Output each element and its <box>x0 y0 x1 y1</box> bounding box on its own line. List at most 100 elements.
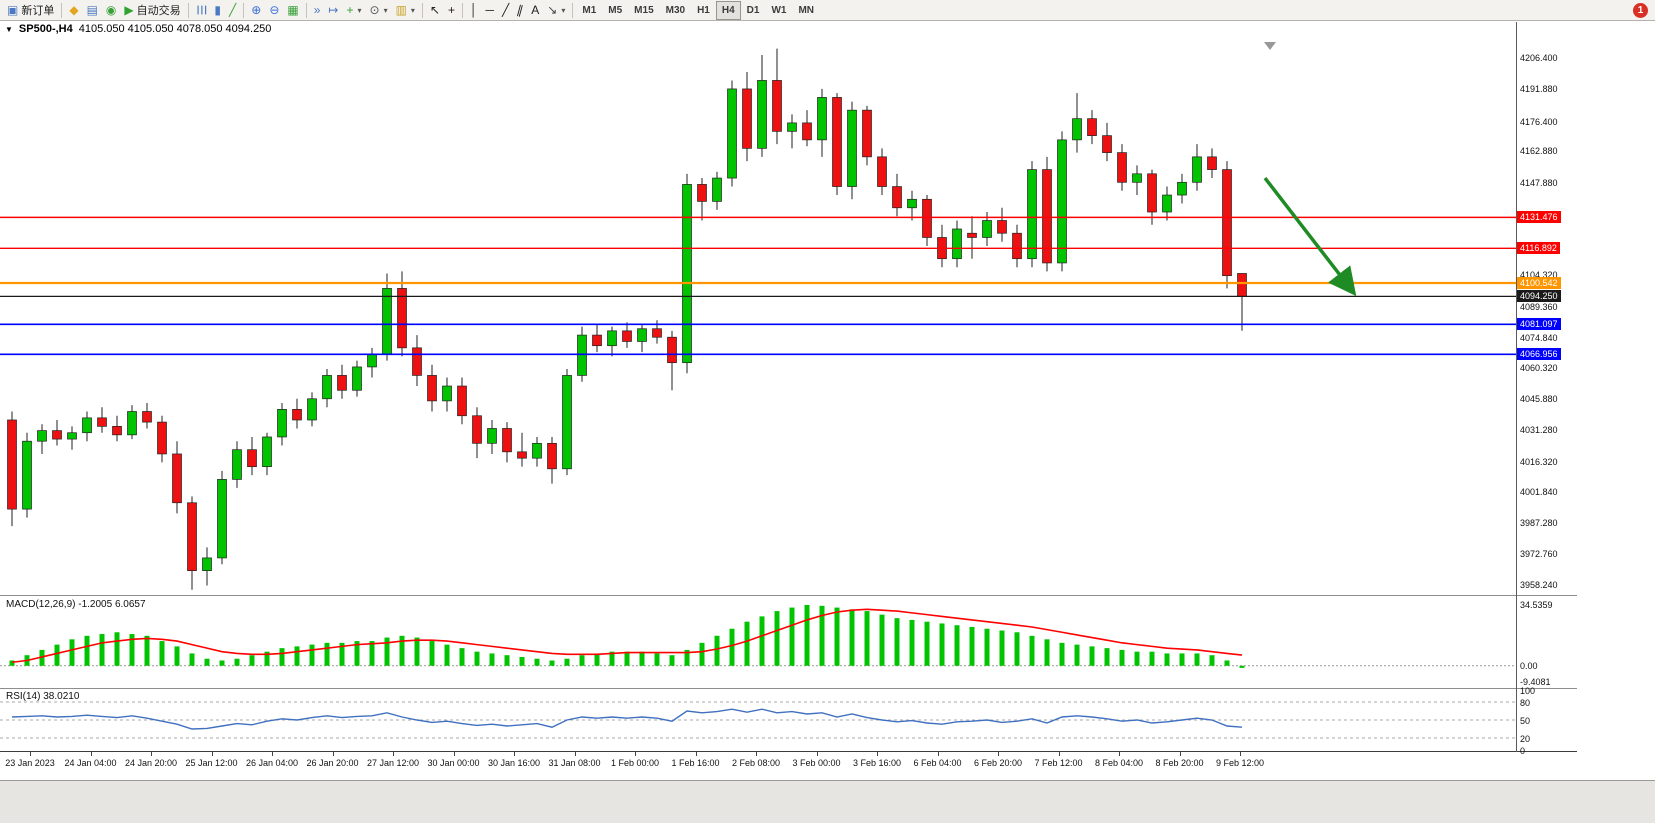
chart-symbol-label: SP500-,H4 <box>18 23 73 35</box>
time-axis-label: 7 Feb 12:00 <box>1034 758 1083 768</box>
tile-windows-icon-glyph: ▦ <box>287 3 299 17</box>
price-axis-label: 4191.880 <box>1520 84 1558 95</box>
time-axis-label: 1 Feb 00:00 <box>610 758 660 768</box>
macd-main-value: -1.2005 <box>78 599 113 610</box>
new-order-button[interactable]: ▣ 新订单 <box>3 1 58 20</box>
caret-down-icon: ▾ <box>410 5 415 15</box>
chart-window[interactable]: ▼ SP500-,H4 4105.050 4105.050 4078.050 4… <box>0 22 1655 780</box>
new-chart-button[interactable]: + ▾ <box>342 1 365 20</box>
crosshair-icon[interactable]: + <box>444 1 459 20</box>
price-line-tag: 4131.476 <box>1517 211 1561 224</box>
time-axis-label: 24 Jan 20:00 <box>124 758 178 768</box>
timeframe-m15-button[interactable]: M15 <box>634 4 654 16</box>
price-axis-label: 4074.840 <box>1520 332 1558 343</box>
collapse-triangle-icon[interactable]: ▼ <box>5 24 13 34</box>
tile-windows-icon[interactable]: ▦ <box>283 1 302 20</box>
toolbar-separator <box>421 2 423 18</box>
arrows-tool-button[interactable]: ↘ ▾ <box>543 1 569 20</box>
equidistant-channel-icon[interactable]: ∥ <box>513 1 527 20</box>
rsi-axis-label: 20 <box>1520 734 1531 744</box>
autotrade-button[interactable]: ▶ 自动交易 <box>120 1 184 20</box>
time-axis-label: 6 Feb 20:00 <box>973 758 1023 768</box>
time-axis-tick <box>1179 752 1181 756</box>
line-chart-icon[interactable]: ╱ <box>225 1 240 20</box>
zoom-out-icon[interactable]: ⊖ <box>265 1 283 20</box>
bars-chart-icon[interactable]: ☰ <box>192 1 211 20</box>
timeframe-m5-button[interactable]: M5 <box>608 4 623 16</box>
time-axis-tick <box>30 752 31 756</box>
caret-down-icon: ▾ <box>383 5 388 15</box>
rsi-line <box>11 708 1243 730</box>
time-axis-tick <box>695 752 697 756</box>
macd-axis-label: 34.5359 <box>1520 599 1553 610</box>
timeframe-mn-button[interactable]: MN <box>798 4 815 16</box>
macd-label: MACD(12,26,9) -1.2005 6.0657 <box>6 599 146 610</box>
zoom-out-icon-glyph: ⊖ <box>269 3 280 17</box>
horizontal-line-icon-glyph: ─ <box>485 3 495 17</box>
time-axis-tick <box>393 752 394 756</box>
data-window-icon[interactable]: ▤ <box>83 1 102 20</box>
arrow-annotation[interactable] <box>1263 176 1357 297</box>
trendline-icon[interactable]: ╱ <box>498 1 513 20</box>
rsi-value: 38.0210 <box>43 691 80 702</box>
timeframe-h1-button[interactable]: H1 <box>697 4 710 16</box>
autotrade-glyph: ▶ <box>124 3 134 17</box>
macd-signal-line <box>11 608 1243 664</box>
candlestick-chart-icon[interactable]: ▮ <box>210 1 225 20</box>
time-axis-label: 31 Jan 08:00 <box>548 758 601 768</box>
timeframe-m30-button[interactable]: M30 <box>665 4 686 16</box>
time-axis-tick <box>332 752 334 756</box>
market-watch-icon[interactable]: ◆ <box>65 1 82 20</box>
arrows-tool-glyph: ↘ <box>547 3 558 17</box>
equidistant-channel-icon-glyph: ∥ <box>515 2 525 18</box>
toolbar-separator <box>305 2 307 18</box>
chart-shift-icon-glyph: ↦ <box>328 3 339 17</box>
time-axis-label: 3 Feb 00:00 <box>792 758 841 768</box>
indicators-button[interactable]: ▥ ▾ <box>392 1 419 20</box>
timeframe-w1-button[interactable]: W1 <box>771 4 787 16</box>
price-axis[interactable]: 4131.476 4116.892 4100.542 4094.250 4081.097… <box>1516 22 1577 756</box>
chart-shift-icon[interactable]: ↦ <box>324 1 342 20</box>
rsi-panel-separator[interactable] <box>0 688 1577 689</box>
vertical-line-icon[interactable]: │ <box>466 1 482 20</box>
toolbar-separator <box>462 2 464 18</box>
market-watch-icon-glyph: ◆ <box>69 3 79 17</box>
main-chart-plot[interactable] <box>0 38 1516 594</box>
price-axis-label: 4089.360 <box>1520 301 1558 312</box>
caret-down-icon: ▾ <box>561 5 566 15</box>
macd-panel[interactable] <box>0 597 1516 688</box>
rsi-panel[interactable] <box>0 690 1516 750</box>
horizontal-line-icon[interactable]: ─ <box>482 1 499 20</box>
periods-button[interactable]: ⊙ ▾ <box>366 1 392 20</box>
zoom-in-icon[interactable]: ⊕ <box>247 1 265 20</box>
rsi-axis-label: 0 <box>1520 746 1526 756</box>
price-axis-label: 4060.320 <box>1520 363 1558 374</box>
time-axis[interactable]: 23 Jan 2023 24 Jan 04:00 24 Jan 20:00 25 Ja… <box>0 752 1577 779</box>
macd-axis-label: 0.00 <box>1520 660 1538 671</box>
time-axis-tick <box>816 752 818 756</box>
data-window-icon-glyph: ▤ <box>86 3 98 17</box>
price-axis-label: 4016.320 <box>1520 456 1558 467</box>
macd-histogram <box>9 604 1245 668</box>
time-axis-label: 30 Jan 16:00 <box>487 758 541 768</box>
cursor-icon[interactable]: ↖ <box>426 1 444 20</box>
time-axis-label: 1 Feb 16:00 <box>671 758 720 768</box>
navigator-icon[interactable]: ◉ <box>102 1 120 20</box>
time-axis-label: 30 Jan 00:00 <box>427 758 480 768</box>
macd-panel-separator[interactable] <box>0 595 1577 596</box>
time-axis-label: 25 Jan 12:00 <box>185 758 238 768</box>
autotrade-button-label: 自动交易 <box>136 5 181 17</box>
toolbar-separator <box>243 2 245 18</box>
timeframe-h4-button[interactable]: H4 <box>715 0 741 20</box>
timeframe-d1-button[interactable]: D1 <box>746 4 760 16</box>
text-tool-icon[interactable]: A <box>527 1 543 20</box>
timeframe-m1-button[interactable]: M1 <box>582 4 597 16</box>
time-axis-label: 26 Jan 04:00 <box>245 758 299 768</box>
rsi-axis-label: 80 <box>1520 698 1531 708</box>
macd-axis-label: -9.4081 <box>1520 677 1551 688</box>
time-axis-label: 23 Jan 2023 <box>5 758 55 768</box>
chart-shift-marker[interactable] <box>1264 42 1276 50</box>
auto-scroll-icon[interactable]: » <box>310 1 325 20</box>
notifications-badge[interactable]: 1 <box>1633 3 1648 18</box>
